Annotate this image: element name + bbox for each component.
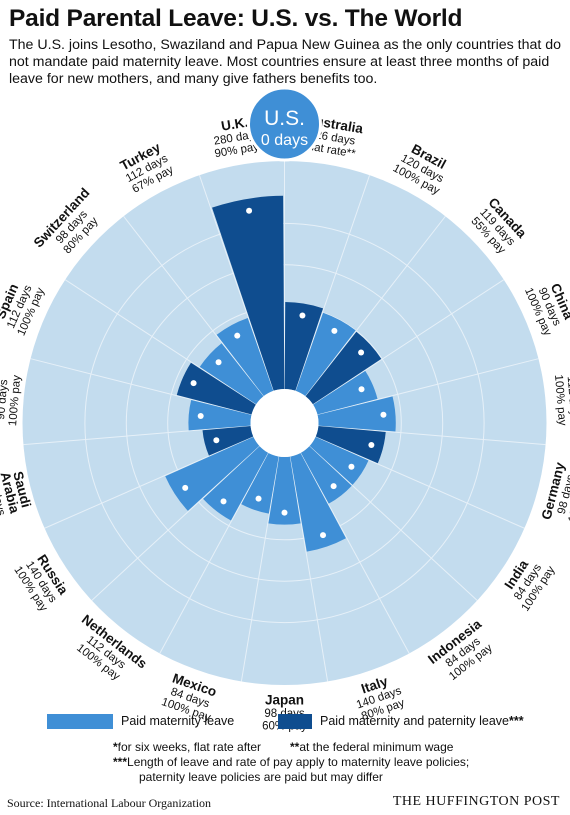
legend-both: Paid maternity and paternity leave *** xyxy=(278,712,524,730)
bar-dot-u-k xyxy=(246,207,253,214)
bar-dot-brazil xyxy=(331,327,338,334)
bar-dot-japan xyxy=(281,509,288,516)
footnote-1: *for six weeks, flat rate after xyxy=(113,740,261,755)
center-hole xyxy=(250,389,319,457)
legend-both-marker: *** xyxy=(509,714,524,728)
bar-australia xyxy=(284,302,324,391)
us-badge-circle xyxy=(247,86,322,162)
bar-switzerland xyxy=(199,343,264,405)
grid-spoke xyxy=(289,456,329,682)
bar-dot-china xyxy=(358,386,365,393)
bar-italy xyxy=(290,453,346,552)
grid-spoke xyxy=(317,358,539,416)
bar-dot-south-korea xyxy=(197,413,204,420)
bar-germany xyxy=(315,426,386,464)
bar-dot-spain xyxy=(190,380,197,387)
grid-spoke xyxy=(159,452,269,654)
footnote-3-line2: paternity leave policies are paid but ma… xyxy=(139,770,383,784)
bar-indonesia xyxy=(300,446,352,504)
grid-spoke xyxy=(300,452,410,654)
bar-dot-netherlands xyxy=(220,498,227,505)
bar-dot-india xyxy=(348,463,355,470)
source-credit: Source: International Labour Organizatio… xyxy=(7,796,212,810)
grid-spoke xyxy=(23,425,251,446)
bar-south-korea xyxy=(188,399,252,431)
grid-spoke xyxy=(91,445,260,601)
footnote-2: **at the federal minimum wage xyxy=(290,740,453,755)
bar-u-k xyxy=(212,195,285,391)
country-name: Japan xyxy=(265,693,304,708)
grid-spoke xyxy=(64,279,257,405)
bar-turkey xyxy=(216,317,274,397)
grid-spoke xyxy=(44,436,254,529)
footnote-3-line1: Length of leave and rate of pay apply to… xyxy=(127,755,470,769)
grid-spoke xyxy=(30,358,252,416)
bar-dot-saudi-arabia xyxy=(213,437,220,444)
grid-spoke xyxy=(312,279,505,405)
country-days: 112 days xyxy=(565,376,570,423)
country-pay: 100% pay xyxy=(552,374,568,426)
grid-spoke xyxy=(318,425,546,446)
page-title: Paid Parental Leave: U.S. vs. The World xyxy=(9,5,463,32)
bar-saudi-arabia xyxy=(202,426,254,456)
bar-layer xyxy=(165,195,396,552)
bar-dot-australia xyxy=(299,312,306,319)
bar-japan xyxy=(268,456,301,525)
grid-spoke xyxy=(304,215,446,397)
footnote-2-mark: ** xyxy=(290,740,300,754)
bar-india xyxy=(309,436,369,485)
bar-dot-italy xyxy=(320,532,327,539)
footnote-3-mark: *** xyxy=(113,755,128,769)
country-days: 90 days xyxy=(0,379,10,420)
bar-china xyxy=(313,370,378,415)
country-pay: 100% pay xyxy=(7,374,23,426)
bar-dot-mexico xyxy=(255,495,262,502)
country-name: U.K. xyxy=(220,115,249,134)
footnote-2-text: at the federal minimum wage xyxy=(299,740,454,754)
grid-spoke xyxy=(123,215,265,397)
legend-both-label: Paid maternity and paternity leave xyxy=(320,714,509,728)
bar-spain xyxy=(176,362,256,415)
grid-spoke xyxy=(295,175,371,392)
publisher-logo: THE HUFFINGTON POST xyxy=(392,794,560,809)
grid-spoke xyxy=(315,436,525,529)
bar-dot-canada xyxy=(358,349,365,356)
legend-maternity-label: Paid maternity leave xyxy=(121,714,235,728)
legend-maternity: Paid maternity leave xyxy=(47,712,234,730)
grid-spoke xyxy=(198,175,274,392)
bar-dot-russia xyxy=(182,484,189,491)
bar-france xyxy=(317,396,396,432)
us-badge: U.S. 0 days xyxy=(247,86,322,162)
legend-maternity-swatch xyxy=(47,713,113,729)
legend-both-swatch xyxy=(278,713,312,729)
grid-spoke xyxy=(240,456,280,682)
footnote-3: ***Length of leave and rate of pay apply… xyxy=(113,755,469,770)
bar-dot-turkey xyxy=(234,332,241,339)
bar-mexico xyxy=(241,453,279,514)
country-label-saudi-arabia: SaudiArabia70 days50% pay xyxy=(0,470,34,517)
footnote-3-continued: paternity leave policies are paid but ma… xyxy=(139,770,383,785)
page-subtitle: The U.S. joins Lesotho, Swaziland and Pa… xyxy=(9,37,562,87)
us-badge-value: 0 days xyxy=(261,132,308,149)
bar-dot-indonesia xyxy=(330,483,337,490)
footnote-1-mark: * xyxy=(113,740,118,754)
footnote-1-text: for six weeks, flat rate after xyxy=(117,740,262,754)
bar-russia xyxy=(165,436,260,511)
bar-dot-switzerland xyxy=(215,359,222,366)
bar-netherlands xyxy=(203,446,269,521)
bar-brazil xyxy=(295,312,356,397)
us-badge-name: U.S. xyxy=(264,107,305,130)
bar-dot-germany xyxy=(368,442,375,449)
grid-spoke xyxy=(309,445,478,601)
bar-dot-france xyxy=(380,411,387,418)
